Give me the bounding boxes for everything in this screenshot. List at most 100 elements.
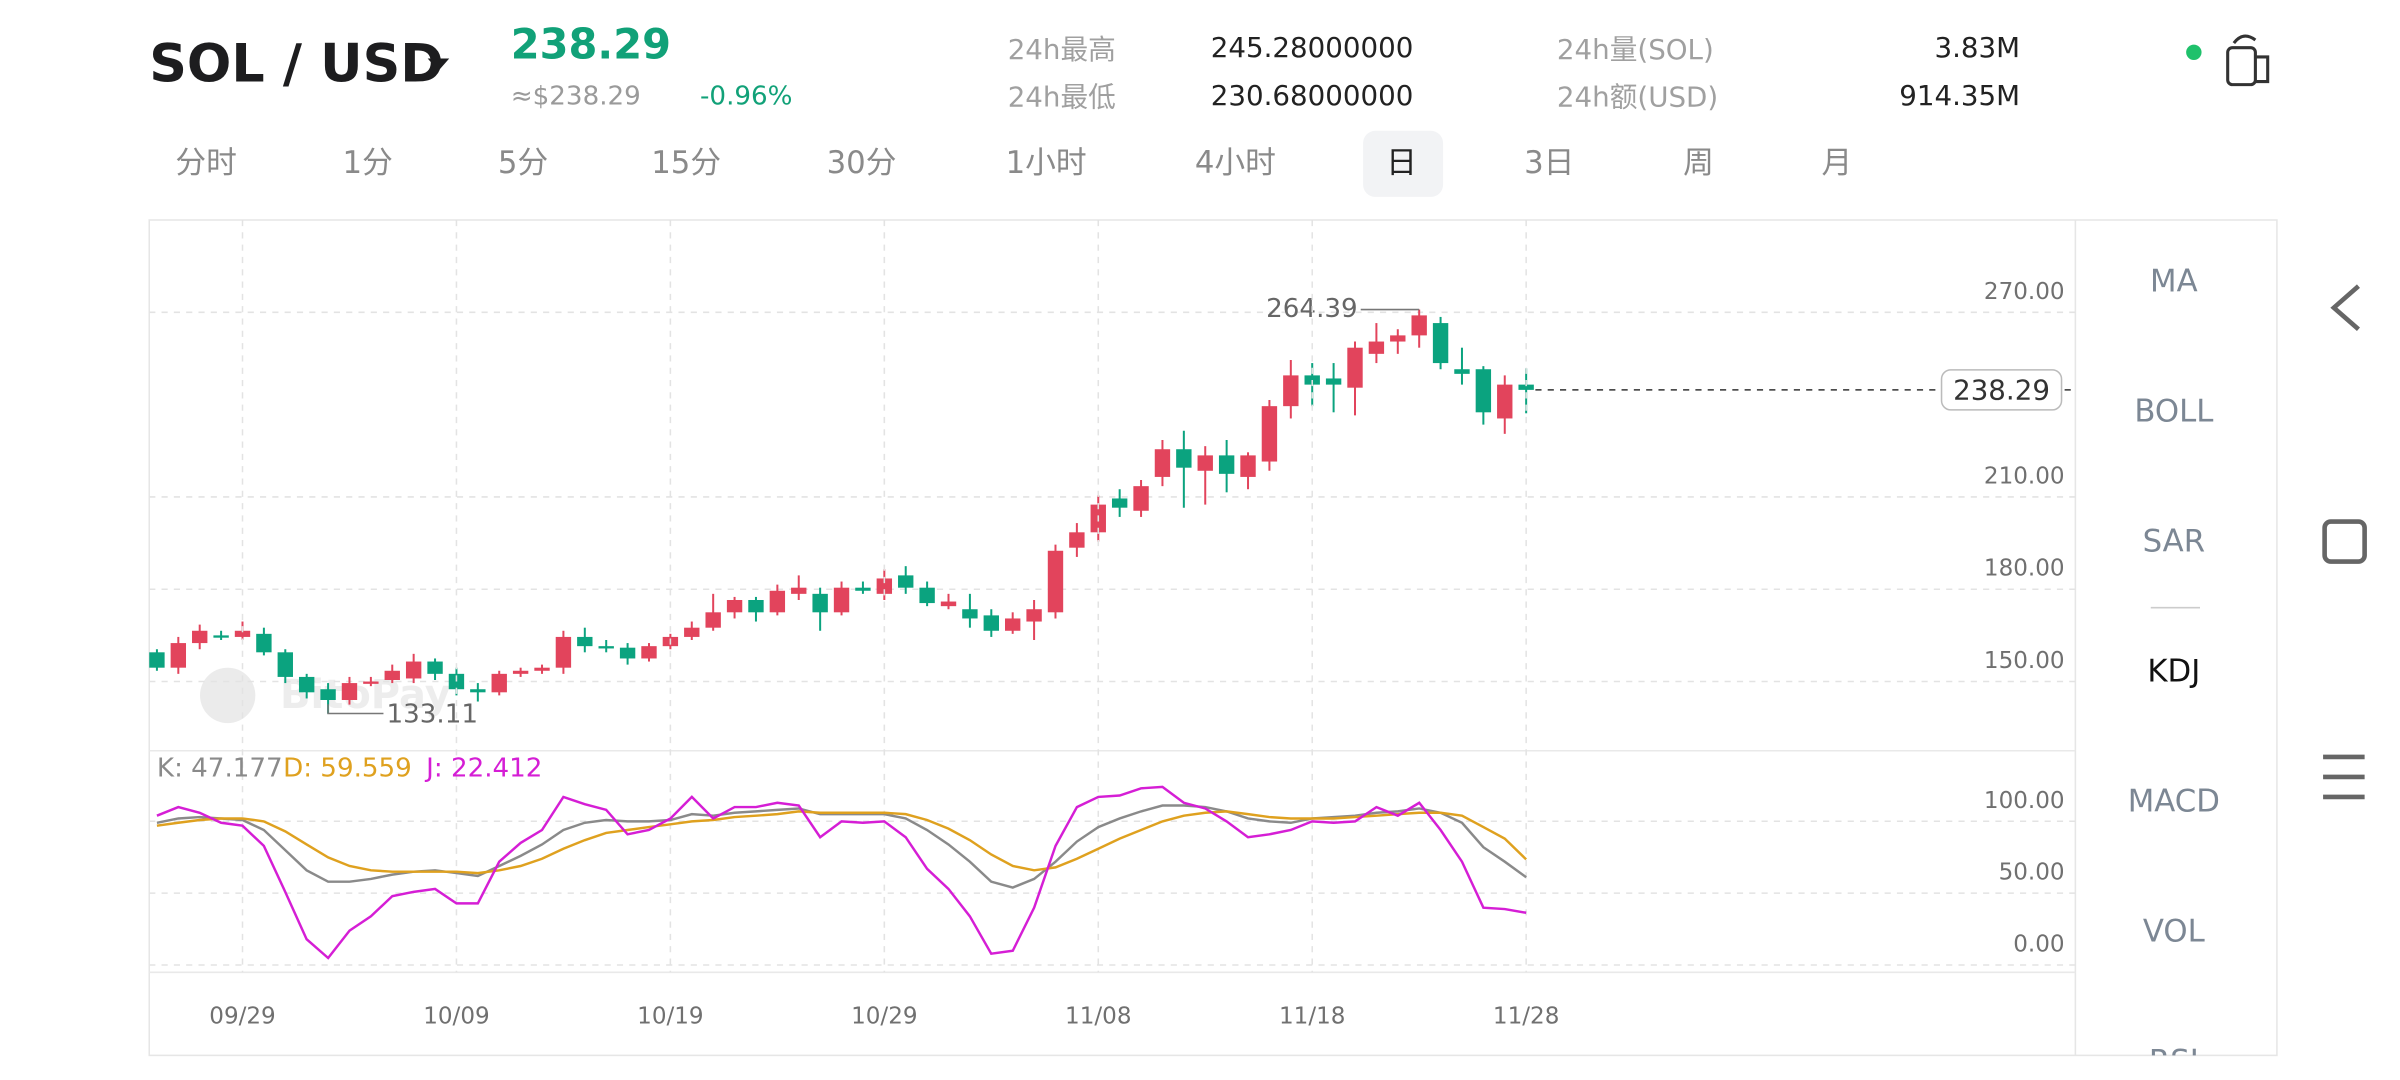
candle-body <box>1133 486 1149 511</box>
candle-body <box>320 689 336 700</box>
candle-body <box>170 643 187 668</box>
stat-value: 245.28000000 <box>1211 31 1414 64</box>
indicator-button[interactable]: SAR <box>2143 524 2206 560</box>
nav-home[interactable] <box>2322 519 2367 564</box>
candle-body <box>769 590 786 613</box>
status-dot <box>2186 44 2202 60</box>
candle-body <box>1240 455 1256 477</box>
candle-body <box>748 600 764 613</box>
indicator-button[interactable]: VOL <box>2143 914 2205 950</box>
candle-body <box>1325 378 1342 385</box>
candle-body <box>940 601 957 607</box>
candle-body <box>1497 384 1513 419</box>
rotate-icon[interactable] <box>2226 34 2270 87</box>
candle-body <box>919 587 935 604</box>
price-usd: ≈$238.29 <box>511 81 641 111</box>
stat-label: 24h最高 <box>1008 33 1116 66</box>
candle-body <box>791 587 807 594</box>
timeframe-tab[interactable]: 分时 <box>175 145 237 181</box>
candle-body <box>855 587 871 591</box>
pair-title[interactable]: SOL / USD <box>149 34 444 95</box>
candle-body <box>833 587 850 613</box>
candle-body <box>1176 449 1192 468</box>
candle-body <box>1218 455 1235 474</box>
candle-body <box>341 683 358 700</box>
x-tick-label: 10/19 <box>637 1003 703 1029</box>
candle-body <box>1390 335 1406 342</box>
x-tick-label: 10/09 <box>423 1003 489 1029</box>
x-tick-label: 10/29 <box>851 1003 917 1029</box>
timeframe-tab[interactable]: 1小时 <box>1006 145 1087 181</box>
candle-body <box>192 630 208 644</box>
x-tick-label: 09/29 <box>209 1003 275 1029</box>
indicator-button[interactable]: MA <box>2150 264 2198 300</box>
kdj-line <box>156 810 1528 875</box>
timeframe-tab[interactable]: 1分 <box>343 145 393 181</box>
timeframe-tab[interactable]: 3日 <box>1524 145 1574 181</box>
candle-body <box>1197 455 1213 471</box>
min-pointer <box>327 704 384 715</box>
x-tick-label: 11/08 <box>1065 1003 1131 1029</box>
candle-body <box>684 627 700 637</box>
pair-dropdown[interactable] <box>427 58 450 71</box>
candle-body <box>1518 384 1534 390</box>
candle-body <box>555 636 572 668</box>
y-tick-label: 210.00 <box>1984 463 2065 489</box>
timeframe-tab[interactable]: 15分 <box>651 145 721 181</box>
candle-body <box>983 615 999 631</box>
candle-body <box>149 652 165 668</box>
legend-entry: K: 47.177 <box>157 754 283 784</box>
y-tick-label: 180.00 <box>1984 556 2065 582</box>
timeframe-tab[interactable]: 30分 <box>827 145 897 181</box>
candle-body <box>705 612 721 628</box>
indicator-sidebar: MA BOLL SAR KDJ MACD VOL RSI <box>2128 264 2220 1080</box>
nav-menu[interactable] <box>2323 754 2365 800</box>
nav-back[interactable] <box>2330 284 2360 331</box>
candle-body <box>534 667 550 671</box>
stat-value: 914.35M <box>1899 79 2020 112</box>
candle-body <box>726 600 743 613</box>
y-tick-label: 0.00 <box>2013 931 2064 957</box>
timeframe-tab[interactable]: 日 <box>1386 145 1417 181</box>
timeframe-tab[interactable]: 周 <box>1683 145 1714 181</box>
candle-body <box>256 633 272 653</box>
candle-body <box>512 670 529 674</box>
indicator-button[interactable]: MACD <box>2128 784 2220 820</box>
timeframe-tab[interactable]: 4小时 <box>1195 145 1276 181</box>
timeframe-tabs: 分时 1分 5分 15分 30分 1小时 4小时 日 3日 周 月 <box>175 145 1852 181</box>
candle-body <box>1411 315 1427 336</box>
candle-body <box>213 635 229 638</box>
candle-body <box>876 578 893 594</box>
candle-body <box>641 646 657 659</box>
candle-body <box>1261 406 1278 462</box>
candle-body <box>491 673 507 693</box>
chart-frame <box>148 219 2278 1057</box>
candle-body <box>470 689 486 693</box>
candle-body <box>1047 550 1064 613</box>
candle-body <box>1005 618 1021 631</box>
indicator-button[interactable]: KDJ <box>2147 654 2200 690</box>
price-change: -0.96% <box>700 81 792 111</box>
candle-body <box>1154 449 1171 477</box>
x-tick-label: 11/18 <box>1279 1003 1345 1029</box>
x-tick-label: 11/28 <box>1493 1003 1559 1029</box>
candle-body <box>1026 609 1042 622</box>
candle-body <box>1069 532 1085 548</box>
candle-body <box>1111 498 1128 508</box>
candle-body <box>898 575 914 588</box>
candle-body <box>812 593 828 613</box>
timeframe-tab[interactable]: 5分 <box>498 145 548 181</box>
stat-label: 24h额(USD) <box>1557 80 1718 113</box>
stat-label: 24h最低 <box>1008 80 1116 113</box>
stat-value: 230.68000000 <box>1211 79 1414 112</box>
indicator-button[interactable]: BOLL <box>2134 394 2213 430</box>
candle-body <box>298 676 315 693</box>
timeframe-tab[interactable]: 月 <box>1822 145 1853 181</box>
candle-body <box>427 661 443 674</box>
kdj-line <box>156 804 1527 889</box>
y-tick-label: 270.00 <box>1984 279 2065 305</box>
indicator-button[interactable]: RSI <box>2149 1044 2199 1080</box>
legend-entry: J: 22.412 <box>424 754 542 784</box>
kdj-line <box>156 785 1527 960</box>
